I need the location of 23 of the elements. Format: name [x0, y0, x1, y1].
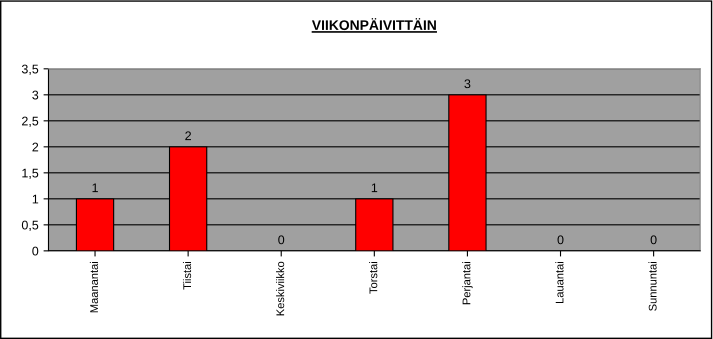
- y-tick-label: 0: [32, 246, 38, 256]
- y-tick-label: 3: [32, 90, 38, 100]
- data-label: 2: [185, 131, 191, 140]
- data-label: 0: [558, 235, 564, 244]
- data-label: 1: [372, 183, 378, 192]
- x-tick-label: Keskiviikko: [276, 262, 284, 316]
- x-tick-label: Torstai: [369, 262, 378, 294]
- chart-title: VIIKONPÄIVITTÄIN: [312, 18, 436, 30]
- data-label: 0: [650, 235, 657, 244]
- data-label: 3: [464, 79, 470, 88]
- y-tick-label: 2,5: [22, 116, 38, 127]
- y-tick-label: 0,5: [22, 220, 38, 231]
- y-tick-label: 1: [32, 194, 38, 204]
- x-tick-label: Maanantai: [90, 262, 98, 312]
- x-tick-label: Lauantai: [555, 262, 564, 303]
- data-label: 0: [278, 235, 284, 244]
- y-tick-label: 2: [32, 142, 38, 152]
- y-tick-label: 3,5: [22, 64, 38, 75]
- data-label: 1: [92, 183, 98, 192]
- x-tick-label: Tiistai: [182, 262, 192, 290]
- y-tick-label: 1,5: [22, 168, 38, 179]
- x-tick-label: Perjantai: [462, 262, 473, 304]
- x-tick-label: Sunnuntai: [648, 262, 657, 311]
